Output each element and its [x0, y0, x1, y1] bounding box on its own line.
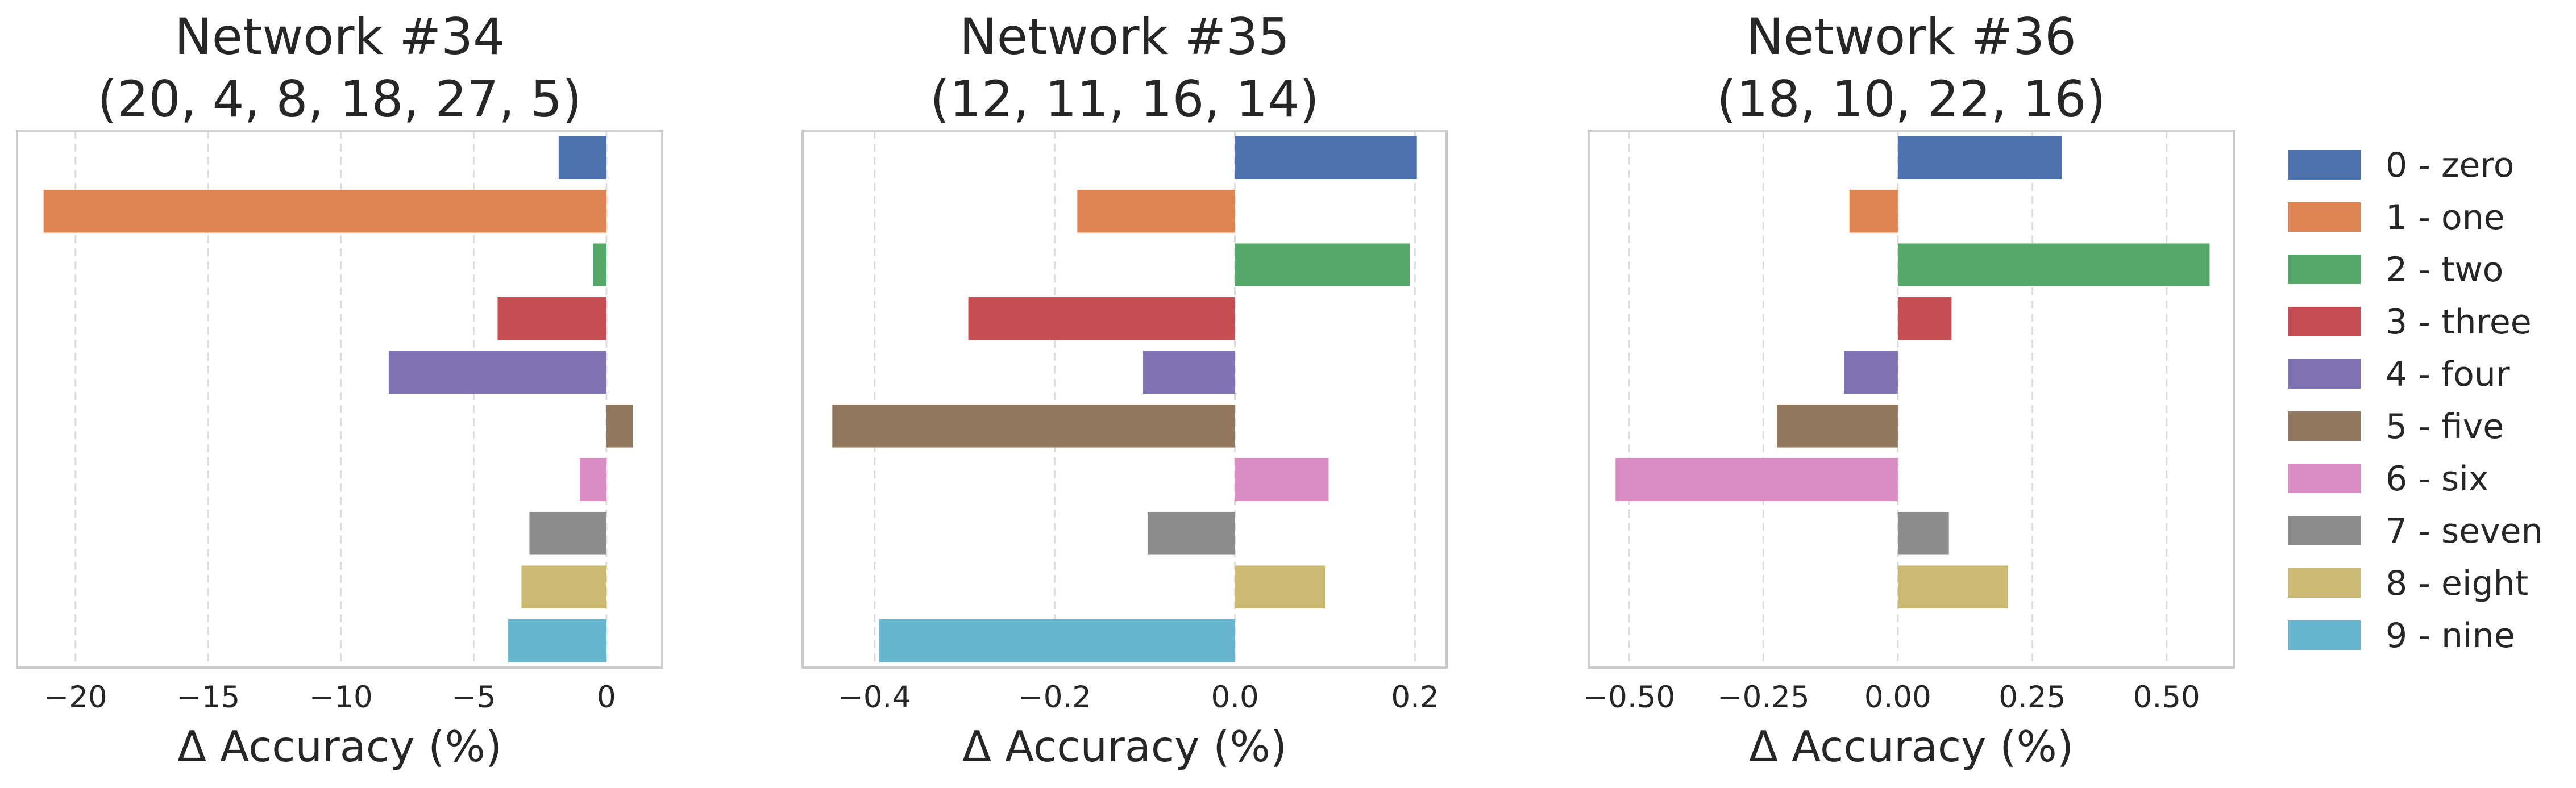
bar-1-one — [1849, 189, 1898, 233]
legend-swatch — [2288, 150, 2361, 180]
x-tick-label: 0.2 — [1391, 680, 1439, 715]
legend-label: 1 - one — [2386, 198, 2505, 237]
bar-0-zero — [1897, 136, 2062, 180]
x-tick-label: 0.50 — [2133, 680, 2200, 715]
bar-5-five — [606, 404, 633, 448]
chart-subtitle: (18, 10, 22, 16) — [1717, 70, 2105, 128]
x-axis-label: Δ Accuracy (%) — [962, 722, 1287, 772]
legend-swatch — [2288, 307, 2361, 336]
chart-panel-network-35: −0.4 −0.2 0.0 0.2 Δ Accuracy (%) Network #35(… — [801, 7, 1448, 772]
legend-swatch — [2288, 516, 2361, 545]
x-tick-label: −0.2 — [1018, 680, 1091, 715]
bar-6-six — [1235, 458, 1329, 502]
chart-subtitle: (12, 11, 16, 14) — [930, 70, 1319, 128]
legend-swatch — [2288, 411, 2361, 441]
bar-7-seven — [1147, 511, 1235, 555]
legend: 0 - zero 1 - one 2 - two 3 - three 4 - four 5… — [2288, 145, 2543, 656]
legend-swatch — [2288, 202, 2361, 232]
legend-label: 2 - two — [2386, 250, 2503, 290]
x-tick-label: 0.0 — [1211, 680, 1258, 715]
bar-8-eight — [1897, 565, 2008, 609]
legend-label: 4 - four — [2386, 355, 2510, 394]
bar-2-two — [1235, 243, 1410, 287]
bar-3-three — [1897, 297, 1952, 340]
x-tick-label: −5 — [451, 680, 496, 715]
bar-9-nine — [508, 619, 606, 662]
bar-6-six — [580, 458, 606, 502]
bar-8-eight — [1235, 565, 1326, 609]
x-tick-label: 0.00 — [1864, 680, 1931, 715]
bar-2-two — [1897, 243, 2210, 287]
chart-title: Network #34 — [174, 7, 505, 66]
legend-swatch — [2288, 359, 2361, 389]
bar-8-eight — [521, 565, 606, 609]
plot-frame — [1588, 130, 2235, 669]
legend-label: 8 - eight — [2386, 564, 2528, 603]
x-tick-label: −0.4 — [838, 680, 911, 715]
chart-panel-network-34: −20 −15 −10 −5 0 Δ Accuracy (%) Network #34(20… — [16, 7, 663, 772]
bar-4-four — [1142, 351, 1235, 394]
plot-frame — [16, 130, 663, 669]
plot-frame — [801, 130, 1448, 669]
legend-label: 9 - nine — [2386, 616, 2515, 656]
x-axis-label: Δ Accuracy (%) — [1749, 722, 2074, 772]
legend-swatch — [2288, 255, 2361, 284]
x-tick-label: −0.50 — [1583, 680, 1675, 715]
legend-label: 3 - three — [2386, 302, 2532, 342]
bar-5-five — [1777, 404, 1898, 448]
bar-1-one — [43, 189, 606, 233]
legend-label: 6 - six — [2386, 459, 2488, 499]
bar-4-four — [388, 351, 606, 394]
legend-swatch — [2288, 568, 2361, 598]
chart-subtitle: (20, 4, 8, 18, 27, 5) — [97, 70, 581, 128]
bar-3-three — [497, 297, 606, 340]
x-tick-label: −20 — [44, 680, 107, 715]
x-tick-label: −15 — [176, 680, 240, 715]
x-axis-label: Δ Accuracy (%) — [177, 722, 502, 772]
bar-9-nine — [879, 619, 1235, 662]
bar-1-one — [1077, 189, 1235, 233]
x-tick-label: −10 — [309, 680, 373, 715]
bar-5-five — [832, 404, 1235, 448]
x-tick-label: −0.25 — [1717, 680, 1809, 715]
bar-0-zero — [1235, 136, 1417, 180]
chart-title: Network #35 — [959, 7, 1290, 66]
legend-label: 5 - five — [2386, 407, 2504, 447]
chart-title: Network #36 — [1746, 7, 2076, 66]
bar-7-seven — [529, 511, 606, 555]
bar-3-three — [968, 297, 1235, 340]
bar-4-four — [1844, 351, 1898, 394]
legend-swatch — [2288, 464, 2361, 493]
bar-2-two — [593, 243, 606, 287]
bar-6-six — [1615, 458, 1898, 502]
legend-label: 7 - seven — [2386, 511, 2543, 551]
chart-panel-network-36: −0.50 −0.25 0.00 0.25 0.50 Δ Accuracy (%) Netw… — [1583, 7, 2235, 772]
legend-swatch — [2288, 620, 2361, 650]
x-tick-label: 0.25 — [1999, 680, 2066, 715]
bar-0-zero — [558, 136, 606, 180]
legend-label: 0 - zero — [2386, 145, 2514, 185]
bar-7-seven — [1897, 511, 1949, 555]
x-tick-label: 0 — [597, 680, 616, 715]
